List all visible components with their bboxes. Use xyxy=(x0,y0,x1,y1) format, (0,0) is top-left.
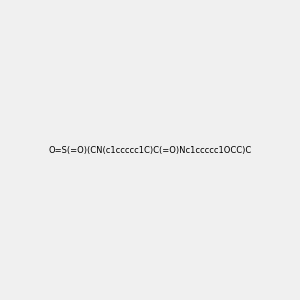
Text: O=S(=O)(CN(c1ccccc1C)C(=O)Nc1ccccc1OCC)C: O=S(=O)(CN(c1ccccc1C)C(=O)Nc1ccccc1OCC)C xyxy=(48,146,252,154)
